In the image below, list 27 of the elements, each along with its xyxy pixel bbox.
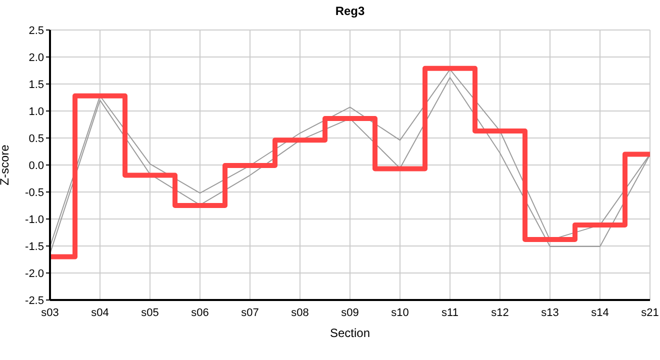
y-tick-label: -1.5	[25, 240, 44, 253]
x-tick-label: s14	[591, 306, 609, 319]
y-tick-label: 2.0	[28, 52, 44, 64]
x-axis-title: Section	[330, 326, 370, 340]
x-tick-label: s11	[442, 306, 458, 319]
chart-title: Reg3	[334, 4, 366, 18]
x-tick-label: s21	[641, 306, 659, 319]
y-tick-label: 1.0	[28, 106, 44, 118]
y-tick-label: -0.5	[25, 186, 44, 199]
x-tick-label: s10	[391, 306, 409, 319]
x-tick-label: s08	[291, 306, 309, 319]
x-tick-label: s05	[141, 306, 159, 319]
y-tick-label: 1.5	[28, 78, 44, 91]
x-tick-label: s13	[541, 306, 559, 319]
y-tick-label: 0.5	[28, 132, 44, 145]
x-tick-label: s03	[41, 306, 59, 319]
y-tick-label: -2.0	[25, 268, 44, 280]
y-axis-title: Z-score	[0, 144, 12, 186]
y-tick-label: -1.0	[25, 214, 44, 226]
x-tick-label: s07	[241, 306, 259, 319]
y-tick-label: 2.5	[28, 24, 44, 37]
x-tick-label: s06	[191, 306, 209, 319]
y-tick-label: -2.5	[25, 294, 44, 307]
x-tick-label: s09	[341, 306, 359, 319]
y-tick-label: 0.0	[28, 160, 44, 172]
x-tick-label: s12	[491, 306, 509, 319]
x-tick-label: s04	[91, 306, 109, 319]
